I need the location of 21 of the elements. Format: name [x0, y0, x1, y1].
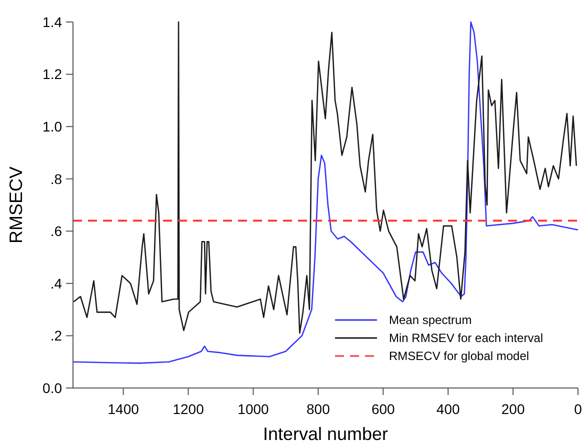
legend-label: Mean spectrum [389, 313, 472, 328]
x-axis-title: Interval number [262, 424, 388, 444]
x-tick-label: 600 [371, 401, 396, 417]
x-tick-label: 0 [574, 401, 582, 417]
y-tick-label: 1.2 [42, 66, 62, 82]
legend-label: RMSECV for global model [389, 349, 530, 364]
y-tick-label: .6 [50, 223, 62, 240]
x-tick-label: 200 [501, 401, 525, 417]
x-tick-label: 1400 [108, 401, 140, 417]
y-tick-label: .8 [50, 170, 62, 187]
x-tick-label: 400 [436, 401, 460, 417]
x-tick-label: 800 [306, 401, 330, 417]
legend-label: Min RMSEV for each interval [389, 331, 544, 346]
y-axis-title: RMSECV [6, 166, 26, 244]
y-tick-label: 0.0 [42, 380, 62, 396]
y-tick-label: .2 [50, 328, 62, 344]
y-tick-label: 1.0 [42, 118, 62, 134]
y-tick-label: .4 [50, 275, 62, 292]
x-tick-label: 1000 [238, 401, 270, 417]
x-tick-label: 1200 [172, 401, 204, 417]
y-tick-label: 1.4 [42, 14, 62, 30]
